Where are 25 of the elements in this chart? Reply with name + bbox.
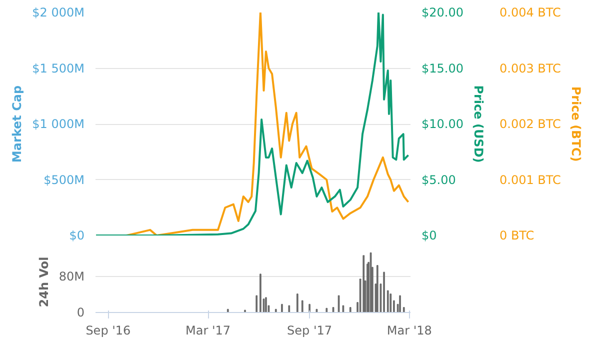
y-tick-label: $1 000M (32, 117, 84, 131)
x-tick-label: Sep '16 (86, 324, 131, 338)
y-tick-label: 80M (58, 269, 84, 284)
x-tick-label: Mar '17 (186, 324, 231, 338)
y3-tick-label: 0.004 BTC (500, 6, 561, 20)
y2-tick-label: $10.00 (422, 117, 464, 131)
y2-tick-label: $0 (422, 228, 437, 242)
y-axis-title: Market Cap (10, 85, 24, 163)
y3-axis-title: Price (BTC) (568, 86, 583, 162)
y-tick-label: $500M (44, 172, 85, 187)
y-tick-label: 0 (76, 306, 85, 320)
y2-tick-label: $20.00 (422, 6, 464, 20)
x-tick-label: Mar '18 (386, 324, 432, 338)
y2-axis-title: Price (USD) (471, 85, 486, 163)
y2-tick-label: $15.00 (422, 61, 464, 76)
y-tick-label: $1 500M (32, 61, 84, 76)
y2-tick-label: $5.00 (422, 172, 456, 187)
y-axis-title: 24h Vol (36, 256, 51, 308)
y-tick-label: $0 (69, 228, 85, 242)
y3-tick-label: 0.001 BTC (500, 172, 561, 187)
y3-tick-label: 0.002 BTC (500, 117, 561, 131)
x-tick-label: Sep '17 (287, 324, 332, 338)
y3-tick-label: 0 BTC (500, 228, 534, 242)
y3-tick-label: 0.003 BTC (500, 61, 561, 76)
y-tick-label: $2 000M (32, 6, 84, 20)
